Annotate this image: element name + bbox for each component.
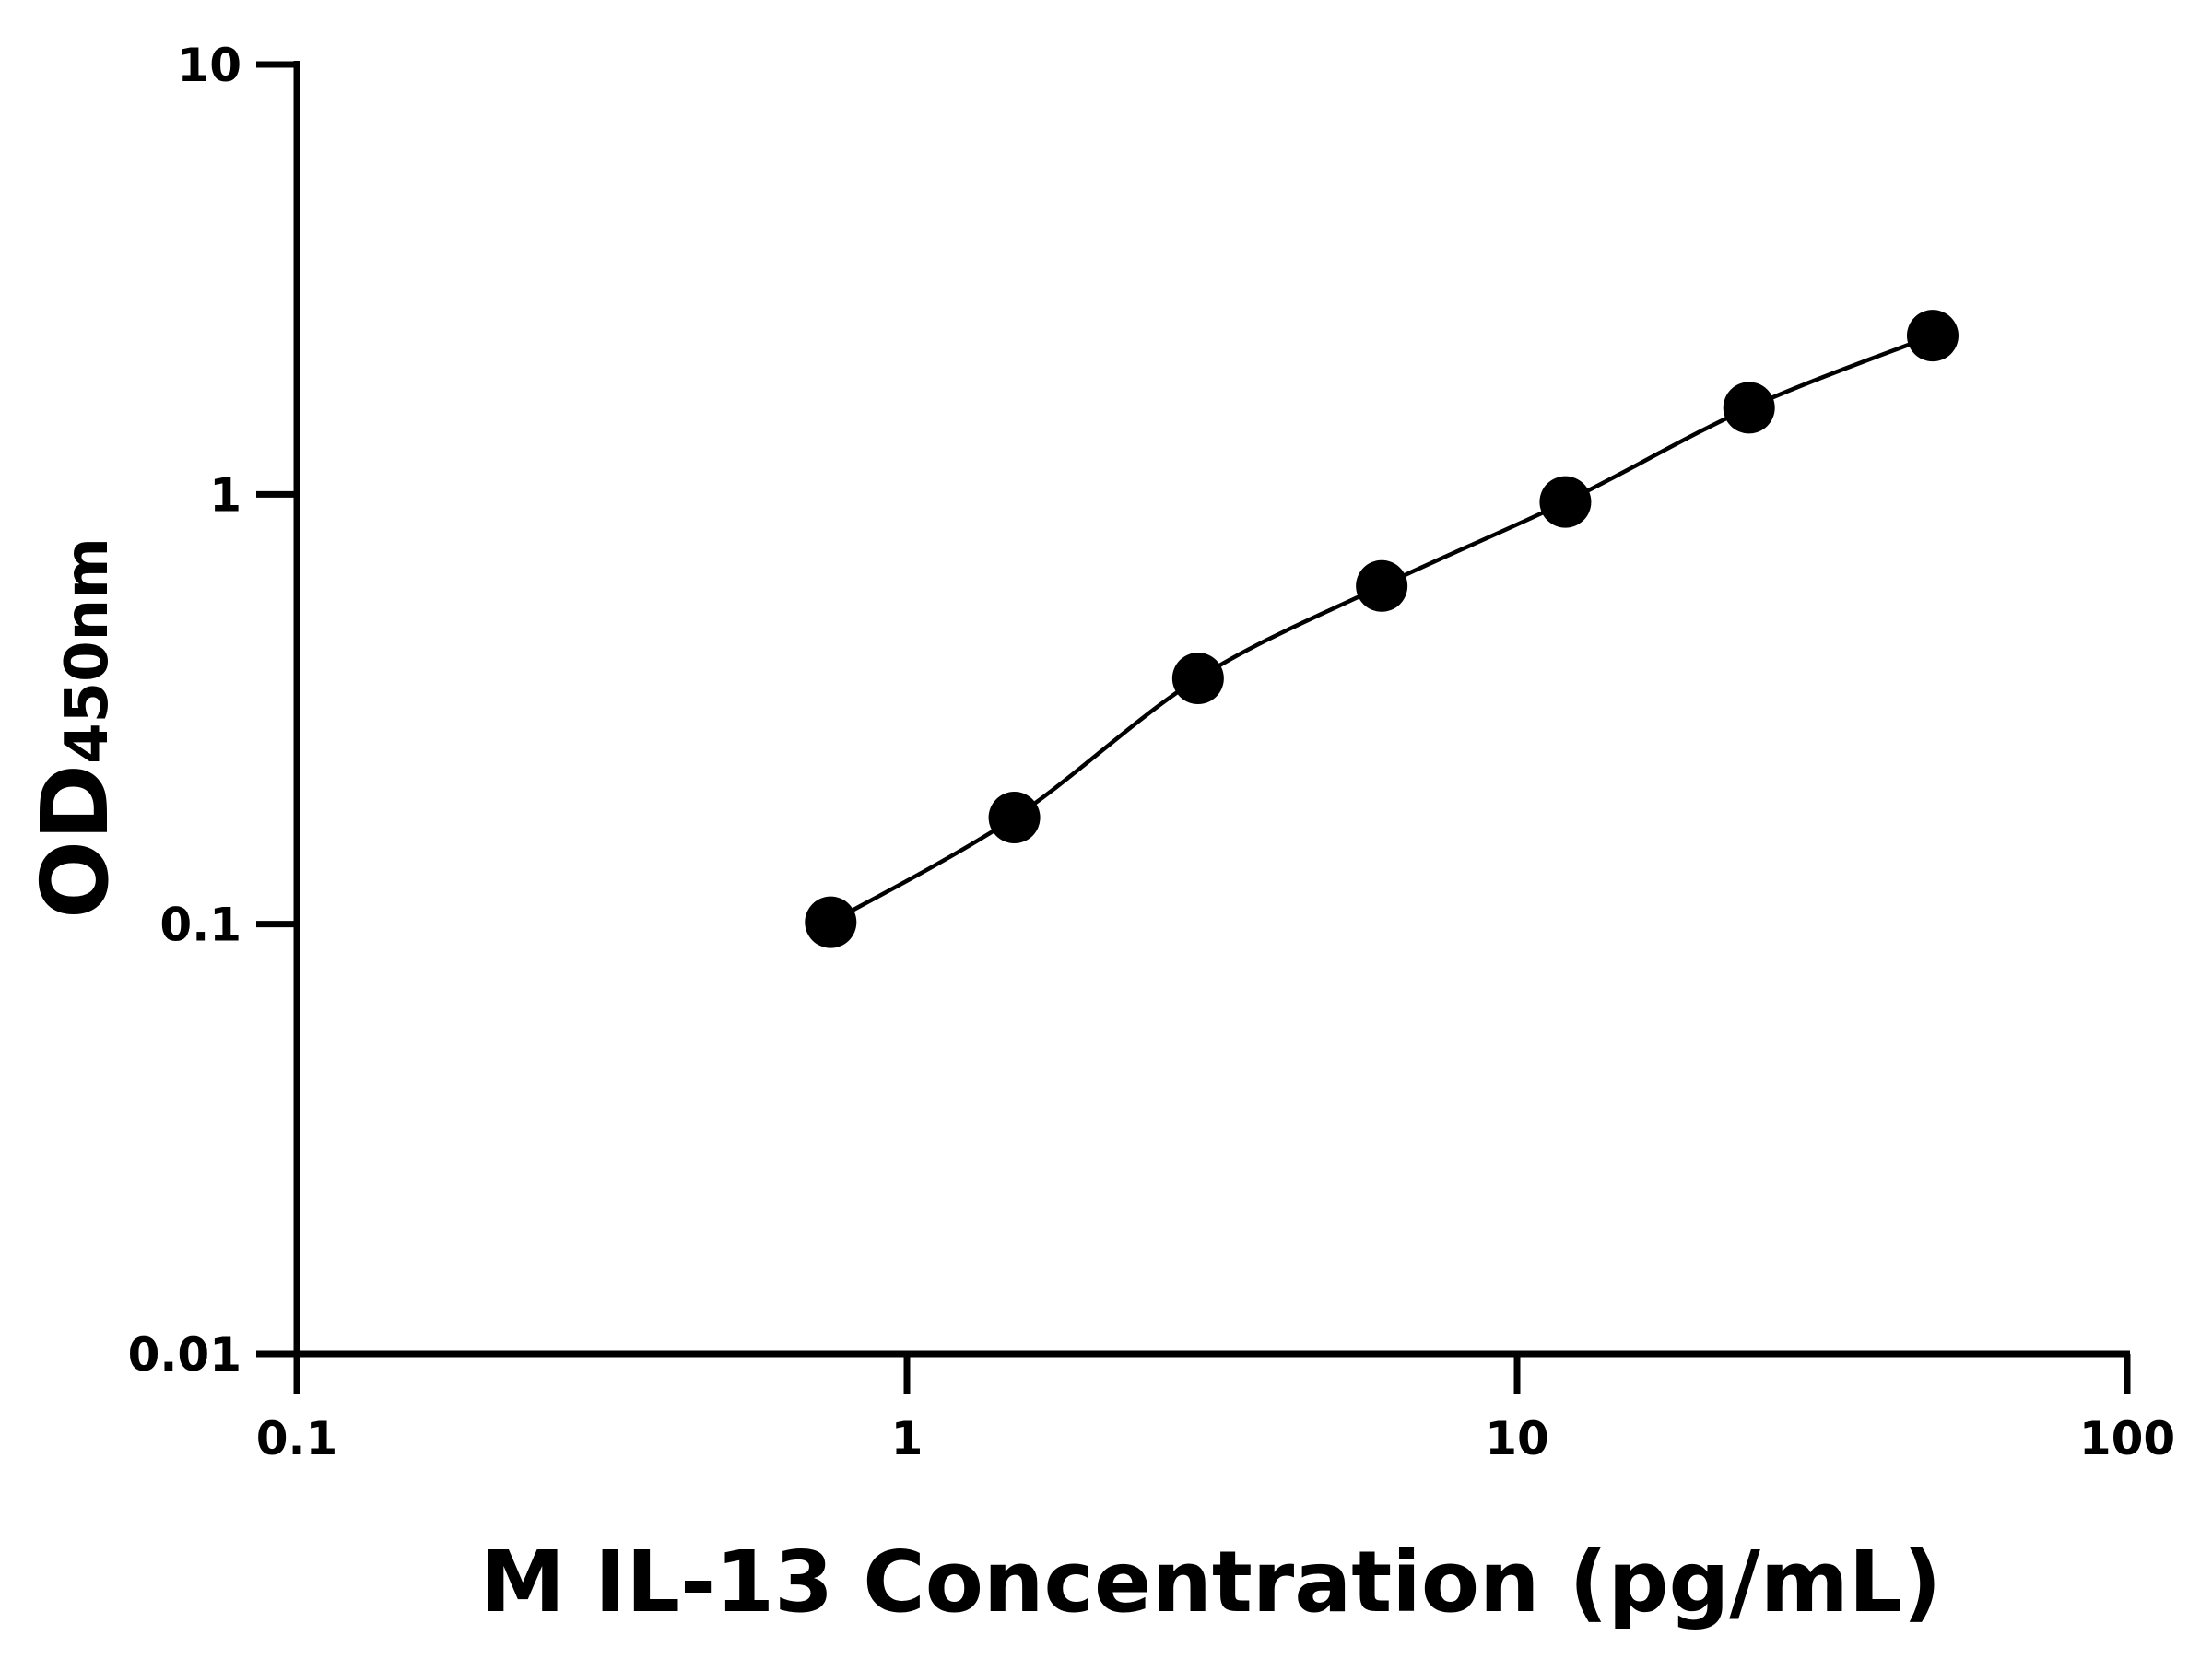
x-tick-label: 10 [1485, 1412, 1549, 1465]
y-tick-label: 1 [209, 468, 241, 522]
data-point [1906, 310, 1959, 362]
y-axis-title-subscript: 450nm [53, 537, 122, 764]
y-tick-label: 10 [177, 39, 241, 92]
data-point [988, 792, 1041, 844]
x-tick-label: 1 [891, 1412, 924, 1465]
data-point [1539, 476, 1592, 528]
x-axis-title: M IL-13 Concentration (pg/mL) [481, 1533, 1942, 1631]
data-point [1171, 653, 1224, 705]
data-point [1723, 382, 1775, 434]
y-axis-title: OD450nm [21, 537, 129, 919]
y-axis-title-main: OD [21, 764, 129, 919]
data-point [1356, 559, 1408, 612]
x-tick-label: 0.1 [256, 1412, 338, 1465]
data-point [805, 896, 857, 948]
y-tick-label: 0.01 [128, 1328, 241, 1382]
y-tick-label: 0.1 [159, 899, 241, 952]
x-tick-label: 100 [2079, 1412, 2175, 1465]
